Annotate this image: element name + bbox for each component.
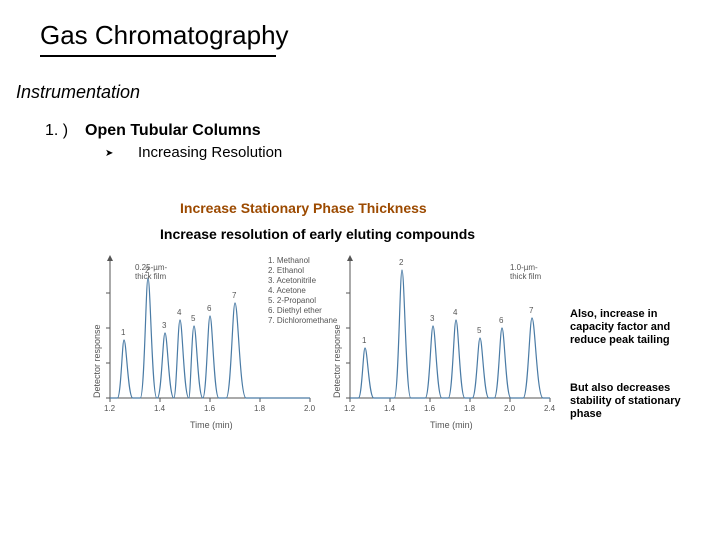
side-note-2: But also decreases stability of stationa… <box>570 382 700 422</box>
subtitle: Instrumentation <box>16 82 140 103</box>
compound-legend: 1. Methanol2. Ethanol3. Acetonitrile4. A… <box>268 256 337 326</box>
peak-label: 1 <box>121 328 125 337</box>
peak-label: 2 <box>145 266 149 275</box>
header-black: Increase resolution of early eluting com… <box>160 226 475 242</box>
peak-label: 2 <box>399 258 403 267</box>
peak-label: 4 <box>177 308 181 317</box>
peak-label: 7 <box>529 306 533 315</box>
legend-item: 3. Acetonitrile <box>268 276 337 286</box>
legend-item: 7. Dichloromethane <box>268 316 337 326</box>
legend-item: 4. Acetone <box>268 286 337 296</box>
legend-item: 6. Diethyl ether <box>268 306 337 316</box>
x-tick-label: 1.8 <box>254 404 265 413</box>
peak-label: 5 <box>191 314 195 323</box>
list-number: 1. ) <box>45 122 68 140</box>
header-brown: Increase Stationary Phase Thickness <box>180 200 427 216</box>
list-item-heading: Open Tubular Columns <box>85 122 261 140</box>
x-tick-label: 2.4 <box>544 404 555 413</box>
x-tick-label: 1.8 <box>464 404 475 413</box>
peak-label: 4 <box>453 308 457 317</box>
x-tick-label: 1.6 <box>424 404 435 413</box>
peak-label: 6 <box>207 304 211 313</box>
peak-label: 6 <box>499 316 503 325</box>
x-tick-label: 2.0 <box>504 404 515 413</box>
legend-item: 2. Ethanol <box>268 266 337 276</box>
film-label-right: 1.0-µm-thick film <box>510 263 541 281</box>
legend-item: 5. 2-Propanol <box>268 296 337 306</box>
x-tick-label: 1.2 <box>104 404 115 413</box>
title-underline <box>40 55 276 57</box>
y-axis-label-left: Detector response <box>92 324 102 398</box>
peak-label: 3 <box>430 314 434 323</box>
x-axis-label-right: Time (min) <box>430 420 473 430</box>
x-tick-label: 1.4 <box>154 404 165 413</box>
peak-label: 7 <box>232 291 236 300</box>
x-tick-label: 1.6 <box>204 404 215 413</box>
bullet-arrow-icon: ➤ <box>105 148 113 159</box>
film-label-left: 0.25-µm-thick film <box>135 263 167 281</box>
x-tick-label: 1.2 <box>344 404 355 413</box>
x-tick-label: 2.0 <box>304 404 315 413</box>
x-axis-label-left: Time (min) <box>190 420 233 430</box>
chromatogram-chart: Detector response Detector response Time… <box>80 248 560 448</box>
peak-label: 5 <box>477 326 481 335</box>
x-tick-label: 1.4 <box>384 404 395 413</box>
peak-label: 1 <box>362 336 366 345</box>
side-note-1: Also, increase in capacity factor and re… <box>570 308 700 348</box>
peak-label: 3 <box>162 321 166 330</box>
page-title: Gas Chromatography <box>40 20 289 51</box>
legend-item: 1. Methanol <box>268 256 337 266</box>
bullet-text: Increasing Resolution <box>138 144 282 161</box>
y-axis-label-right: Detector response <box>332 324 342 398</box>
